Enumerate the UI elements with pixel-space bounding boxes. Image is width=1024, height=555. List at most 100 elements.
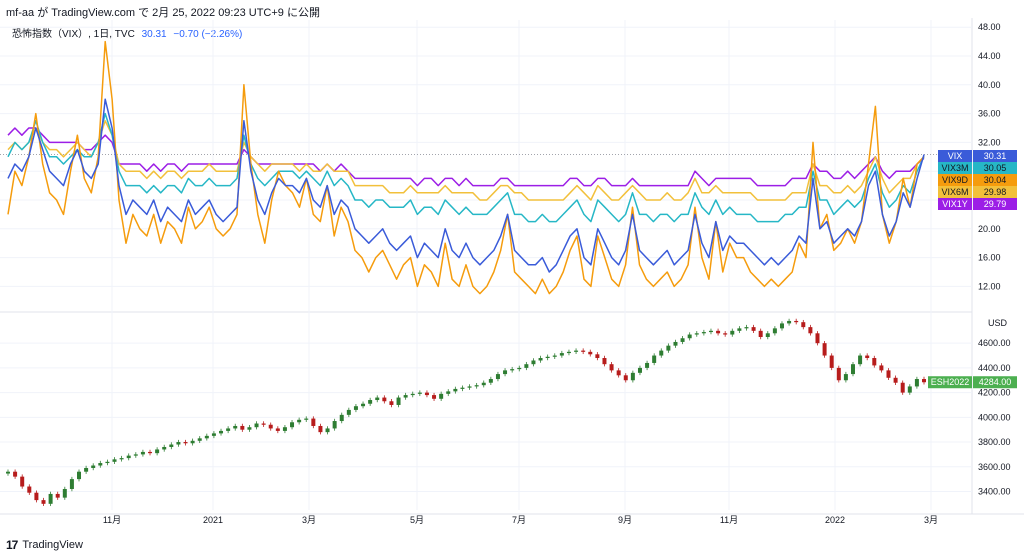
candle-body	[652, 355, 657, 363]
candle-body	[744, 327, 749, 329]
candle-body	[850, 364, 855, 375]
candle-body	[524, 364, 529, 368]
legend-symbol[interactable]: 恐怖指数（VIX）, 1日, TVC	[12, 29, 135, 40]
es-y-tick: 4400.00	[978, 363, 1011, 373]
candle-body	[914, 379, 919, 387]
candle-body	[446, 391, 451, 394]
candle-body	[716, 330, 721, 334]
series-line-vix9d	[7, 40, 925, 295]
candle-body	[69, 479, 74, 489]
candle-body	[254, 423, 259, 428]
candle-body	[55, 493, 60, 498]
publish-header: mf-aa が TradingView.com で 2月 25, 2022 09…	[6, 4, 320, 20]
candle-body	[680, 338, 685, 342]
candle-body	[886, 370, 891, 378]
series-line-vix6m	[7, 120, 925, 201]
x-tick-label: 2021	[203, 515, 223, 525]
series-value-badge	[973, 162, 1017, 174]
candle-body	[62, 488, 67, 498]
candle-body	[176, 442, 181, 445]
candle-body	[34, 492, 39, 501]
candle-body	[708, 330, 713, 333]
candle-body	[162, 446, 167, 450]
candle-body	[84, 467, 89, 472]
legend-value: 30.31	[141, 29, 167, 40]
footer-brand[interactable]: TradingView	[22, 539, 83, 551]
candle-body	[843, 374, 848, 381]
candle-body	[268, 424, 273, 429]
candle-body	[20, 476, 25, 487]
candle-body	[836, 367, 841, 381]
candle-body	[574, 350, 579, 352]
candle-body	[637, 367, 642, 373]
candle-body	[503, 370, 508, 375]
candle-body	[630, 372, 635, 381]
site-name[interactable]: TradingView.com	[51, 7, 136, 19]
tradingview-logo-icon[interactable]: 17	[6, 538, 18, 552]
vix-y-tick: 16.00	[978, 253, 1001, 263]
candle-body	[197, 438, 202, 441]
x-tick-label: 7月	[512, 515, 526, 525]
candle-body	[183, 442, 188, 444]
candle-body	[112, 459, 117, 462]
candle-body	[190, 440, 195, 444]
candle-body	[353, 406, 358, 410]
candle-body	[77, 471, 82, 480]
candle-body	[403, 395, 408, 398]
candle-body	[794, 320, 799, 323]
series-value-label: 30.31	[984, 151, 1007, 161]
candle-body	[922, 379, 926, 383]
candle-body	[488, 379, 493, 383]
legend-change: −0.70 (−2.26%)	[173, 29, 243, 40]
candle-body	[169, 444, 174, 447]
candle-body	[566, 351, 571, 354]
series-name-badge	[938, 150, 972, 162]
candle-body	[779, 323, 784, 329]
candle-body	[517, 367, 522, 370]
candle-body	[538, 358, 543, 361]
candle-body	[602, 358, 607, 365]
candle-body	[211, 433, 216, 436]
series-value-badge	[973, 198, 1017, 210]
candle-body	[730, 330, 735, 335]
candle-body	[609, 364, 614, 371]
time-axis: 11月 2021 3月 5月 7月 9月 11月 2022 3月	[103, 515, 938, 525]
candle-body	[581, 350, 586, 352]
candle-body	[694, 333, 699, 335]
es-pane	[6, 318, 926, 507]
vix-y-tick: 20.00	[978, 224, 1001, 234]
publisher-name[interactable]: mf-aa	[6, 7, 35, 19]
candle-body	[474, 385, 479, 387]
header-published: に公開	[286, 7, 320, 19]
header-de: で	[138, 7, 150, 19]
candle-body	[481, 382, 486, 386]
candle-body	[105, 461, 110, 464]
vix-y-tick: 40.00	[978, 80, 1001, 90]
chart-legend: 恐怖指数（VIX）, 1日, TVC 30.31 −0.70 (−2.26%)	[12, 25, 242, 40]
series-name-label: VIX9D	[942, 175, 969, 185]
candle-body	[872, 358, 877, 366]
series-name-label: VIX3M	[941, 163, 968, 173]
candle-body	[552, 355, 557, 357]
series-line-vix3m	[7, 112, 925, 223]
candle-body	[687, 334, 692, 339]
series-name-label: VIX	[948, 151, 963, 161]
es-y-tick: 4200.00	[978, 388, 1011, 398]
candle-body	[893, 377, 898, 383]
es-y-tick: 4600.00	[978, 338, 1011, 348]
candle-body	[879, 365, 884, 371]
candle-body	[396, 397, 401, 405]
candle-body	[659, 350, 664, 356]
vix-y-tick: 36.00	[978, 109, 1001, 119]
series-value-label: 30.04	[984, 175, 1007, 185]
candle-body	[424, 392, 429, 396]
series-name-badge	[938, 186, 972, 198]
candle-body	[361, 403, 366, 407]
candle-body	[155, 449, 160, 454]
candle-body	[900, 382, 905, 393]
vix-pane	[7, 40, 925, 295]
es-name-label: ESH2022	[931, 377, 970, 387]
es-unit-label: USD	[988, 318, 1008, 328]
publish-date: 2月 25, 2022 09:23 UTC+9	[152, 7, 284, 19]
